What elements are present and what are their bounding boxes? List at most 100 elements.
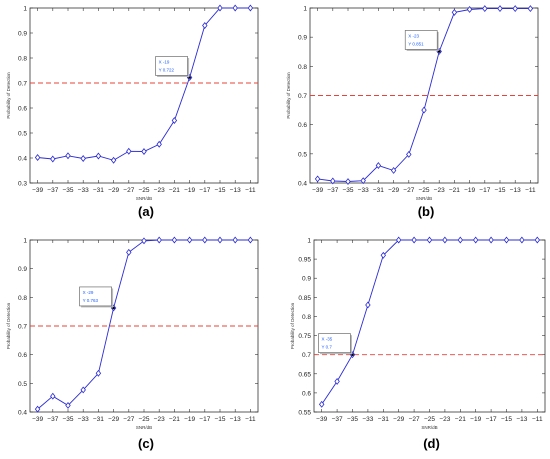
data-point-marker — [110, 156, 117, 164]
series-line — [321, 239, 538, 405]
x-tick-label: −37 — [327, 187, 338, 194]
data-point-marker — [442, 236, 448, 244]
x-tick-label: −19 — [464, 187, 475, 194]
y-tick-label: 0.7 — [302, 352, 311, 359]
x-tick-label: −39 — [316, 416, 327, 423]
data-point-marker — [482, 5, 488, 13]
data-point-marker — [156, 236, 162, 244]
x-tick-label: −31 — [373, 187, 384, 194]
chart-panel: 0.4 0.5 0.6 0.7 0.8 0.9 1 −39 −37 −35 −33 −31 −29 −27… — [286, 5, 539, 219]
y-axis-label: Probability of Detection — [6, 72, 11, 119]
data-point-marker — [451, 8, 458, 16]
y-tick-label: 0.7 — [18, 324, 27, 331]
x-tick-label: −19 — [184, 187, 195, 194]
x-tick-label: −31 — [378, 416, 389, 423]
data-point-marker — [217, 236, 223, 244]
x-tick-label: −39 — [312, 187, 323, 194]
datatip-box — [318, 333, 351, 353]
data-point-marker — [126, 248, 132, 256]
datatip-y: Y 0.851 — [408, 41, 424, 46]
data-point-marker — [186, 236, 193, 244]
data-point-marker — [534, 236, 541, 244]
y-tick-label: 1 — [303, 6, 307, 13]
x-tick-label: −27 — [123, 416, 134, 423]
y-tick-label: 0.9 — [298, 35, 307, 42]
y-tick-label: 0.75 — [298, 333, 311, 340]
x-tick-label: −37 — [47, 416, 58, 423]
datatip-y: Y 0.7 — [322, 345, 333, 350]
x-tick-label: −19 — [470, 416, 481, 423]
data-point-marker — [380, 251, 387, 259]
data-point-marker — [95, 369, 102, 377]
data-point-marker — [457, 236, 464, 244]
x-tick-label: −23 — [154, 187, 165, 194]
x-tick-label: −19 — [184, 416, 195, 423]
data-point-marker — [50, 155, 56, 163]
x-tick-label: −39 — [32, 416, 43, 423]
panel-caption: (c) — [138, 436, 154, 451]
data-point-marker — [365, 301, 371, 309]
y-tick-label: 0.5 — [298, 151, 307, 158]
data-point-marker — [390, 167, 397, 174]
x-tick-label: −27 — [123, 187, 134, 194]
data-point-marker — [202, 236, 208, 244]
x-tick-label: −13 — [230, 187, 241, 194]
x-tick-label: −37 — [47, 187, 58, 194]
x-tick-label: −17 — [479, 187, 490, 194]
data-point-marker — [171, 236, 178, 244]
x-tick-label: −37 — [332, 416, 343, 423]
data-point-marker — [512, 5, 518, 13]
panel-caption: (b) — [418, 204, 435, 219]
x-tick-label: −13 — [230, 416, 241, 423]
x-tick-label: −21 — [449, 187, 460, 194]
x-tick-label: −35 — [342, 187, 353, 194]
data-point-marker — [50, 392, 56, 400]
data-point-marker — [330, 177, 336, 185]
x-axis-label: SNR/dB — [136, 425, 152, 430]
x-tick-label: −13 — [516, 416, 527, 423]
chart-panel: 0.3 0.4 0.5 0.6 0.7 0.8 0.9 1 −39 −37 −35 −33 −31 −29… — [6, 4, 259, 219]
x-tick-label: −23 — [439, 416, 450, 423]
y-tick-label: 0.4 — [298, 181, 307, 188]
chart-panel: 0.550.60.650.70.750.80.850.90.951−39 −37−… — [290, 236, 546, 451]
chart-panel: 0.4 0.5 0.6 0.7 0.8 0.9 1 −39 −37 −35 −33 −31 −29 −27… — [6, 236, 259, 451]
data-point-marker — [375, 162, 382, 169]
data-point-marker — [395, 236, 402, 244]
y-tick-label: 0.6 — [18, 106, 27, 113]
datatip-box — [79, 286, 112, 307]
y-tick-label: 1 — [23, 6, 27, 13]
data-point-marker — [34, 154, 41, 161]
y-tick-label: 0.4 — [18, 156, 27, 163]
data-point-marker — [95, 152, 102, 160]
data-point-marker — [65, 152, 71, 160]
x-tick-label: −17 — [486, 416, 497, 423]
x-tick-label: −13 — [510, 187, 521, 194]
y-tick-label: 0.3 — [18, 181, 27, 188]
data-point-marker — [472, 236, 479, 244]
x-axis-label: SNR/dB — [421, 425, 437, 430]
x-tick-label: −15 — [214, 187, 225, 194]
x-tick-label: −39 — [32, 187, 43, 194]
data-point-marker — [345, 178, 351, 185]
data-point-marker — [503, 236, 510, 244]
x-axis-label: SNR/dB — [136, 196, 152, 201]
x-tick-label: −17 — [199, 187, 210, 194]
y-tick-label: 1 — [307, 238, 311, 245]
y-tick-label: 0.8 — [298, 64, 307, 71]
y-tick-label: 0.8 — [18, 295, 27, 302]
series-line — [37, 7, 251, 161]
y-tick-label: 0.5 — [18, 381, 27, 388]
y-axis-label: Probability of Detection — [290, 302, 295, 349]
data-point-marker — [156, 140, 162, 148]
x-tick-label: −23 — [434, 187, 445, 194]
y-tick-label: 0.9 — [18, 31, 27, 38]
y-tick-label: 0.55 — [298, 410, 311, 417]
data-point-marker — [426, 236, 433, 244]
datatip-y: Y 0.722 — [159, 68, 175, 73]
x-tick-label: −25 — [138, 416, 149, 423]
data-point-marker — [411, 236, 417, 244]
data-point-marker — [141, 237, 147, 245]
x-tick-label: −11 — [245, 416, 256, 423]
y-tick-label: 0.5 — [18, 131, 27, 138]
